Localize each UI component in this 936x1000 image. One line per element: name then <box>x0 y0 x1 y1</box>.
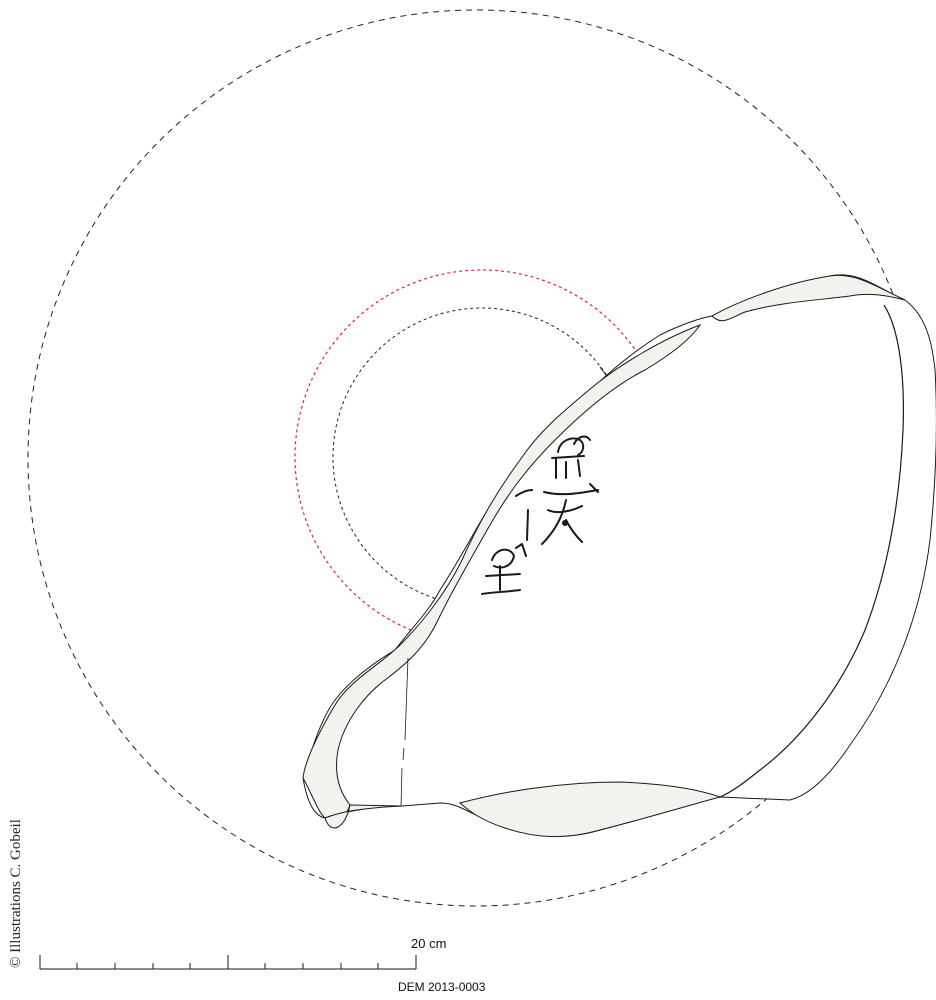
sign-1 <box>551 435 591 479</box>
break-line <box>400 657 409 807</box>
hieratic-inscription <box>481 435 599 595</box>
upper-section-band <box>711 274 906 322</box>
scale-bar-label: 20 cm <box>411 936 447 951</box>
sign-5 <box>481 543 527 595</box>
illustration-credit: © Illustrations C. Gobeil <box>8 819 24 968</box>
inner-right-edge <box>719 304 904 798</box>
fragment-outline <box>302 274 936 837</box>
bottom-section-band <box>458 781 722 837</box>
sign-3 <box>515 489 533 541</box>
scale-bar <box>39 955 417 970</box>
bottom-left-lip <box>324 804 403 829</box>
sign-2 <box>543 483 599 496</box>
object-id-label: DEM 2013-0003 <box>398 980 486 994</box>
sign-4-dot <box>562 520 568 526</box>
